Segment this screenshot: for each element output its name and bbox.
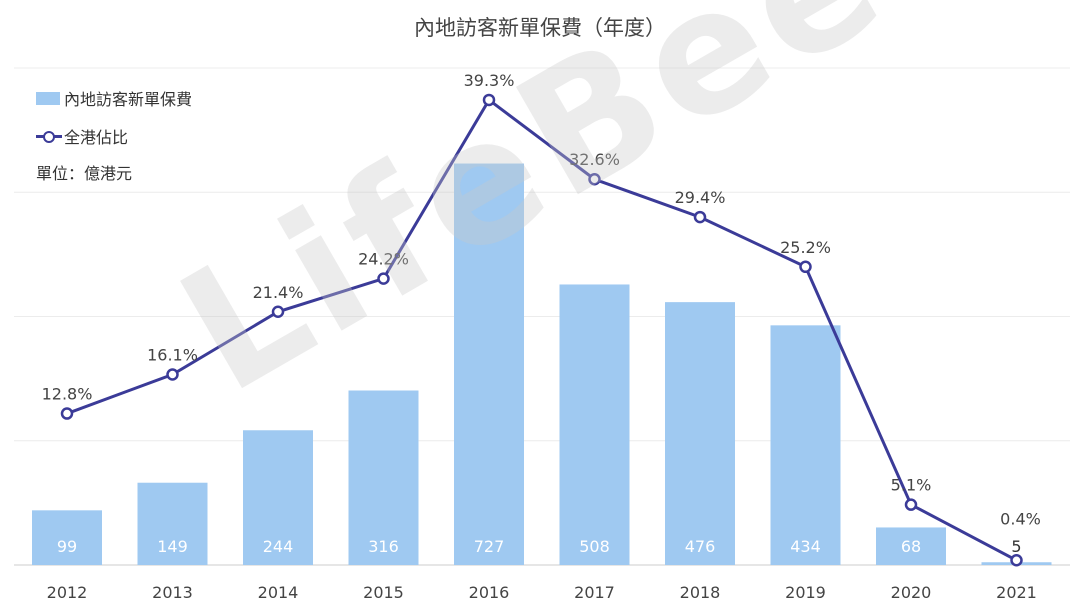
line-value-label: 29.4% <box>675 188 726 207</box>
unit-note: 單位：億港元 <box>36 164 133 183</box>
bar-2013 <box>137 482 208 565</box>
line-value-label: 39.3% <box>464 71 515 90</box>
bar-2016 <box>454 163 524 566</box>
bar-value-label: 5 <box>1011 537 1021 556</box>
line-point-2020 <box>904 498 918 511</box>
x-tick-label: 2013 <box>152 583 193 602</box>
chart-title: 內地訪客新單保費（年度） <box>414 16 666 40</box>
bar-value-label: 244 <box>263 537 294 556</box>
x-tick-label: 2016 <box>469 583 510 602</box>
line-value-label: 25.2% <box>780 238 831 257</box>
x-tick-label: 2015 <box>363 583 404 602</box>
line-point-2014 <box>271 305 285 319</box>
bar-value-label: 476 <box>685 537 716 556</box>
line-point-2017 <box>588 172 601 186</box>
line-value-label: 21.4% <box>253 283 304 302</box>
line-value-label: 32.6% <box>569 150 620 169</box>
line-point-2013 <box>166 368 179 381</box>
line-value-label: 5.1% <box>891 476 932 495</box>
legend-item-bar: 內地訪客新單保費 <box>36 86 192 110</box>
bar-2014 <box>243 430 313 565</box>
x-tick-label: 2018 <box>680 583 721 602</box>
bar-2018 <box>665 302 735 565</box>
x-tick-label: 2021 <box>996 583 1037 602</box>
x-tick-label: 2020 <box>891 583 932 602</box>
bar-2017 <box>559 284 630 565</box>
line-point-2018 <box>693 210 707 224</box>
legend-item-line: 全港佔比 <box>36 124 128 148</box>
bar-2015 <box>348 390 419 565</box>
bar-2020 <box>876 527 946 565</box>
bar-value-label: 149 <box>157 537 188 556</box>
bar-value-label: 99 <box>57 537 77 556</box>
line-value-label: 12.8% <box>42 385 93 404</box>
line-point-2021 <box>1010 554 1023 567</box>
line-value-label: 16.1% <box>147 345 198 364</box>
x-tick-label: 2017 <box>574 583 615 602</box>
legend-line-swatch <box>36 129 62 143</box>
bar-value-label: 68 <box>901 537 921 556</box>
x-tick-label: 2014 <box>258 583 299 602</box>
line-value-label: 24.2% <box>358 250 409 269</box>
bar-value-label: 727 <box>474 537 505 556</box>
line-point-2012 <box>60 407 74 420</box>
line-series <box>66 97 1018 562</box>
line-value-label: 0.4% <box>1000 509 1041 528</box>
x-tick-label: 2019 <box>785 583 826 602</box>
line-point-2015 <box>377 272 390 285</box>
bar-value-label: 434 <box>790 537 821 556</box>
legend-bar-swatch <box>36 91 60 105</box>
legend-bar-label: 內地訪客新單保費 <box>64 90 193 109</box>
bar-2019 <box>770 325 841 565</box>
line-point-2019 <box>799 260 812 274</box>
x-tick-label: 2012 <box>47 583 88 602</box>
bar-2012 <box>32 510 102 565</box>
line-point-2016 <box>482 93 496 107</box>
legend-line-label: 全港佔比 <box>64 128 129 147</box>
bar-value-label: 508 <box>579 537 610 556</box>
bar-value-label: 316 <box>368 537 399 556</box>
